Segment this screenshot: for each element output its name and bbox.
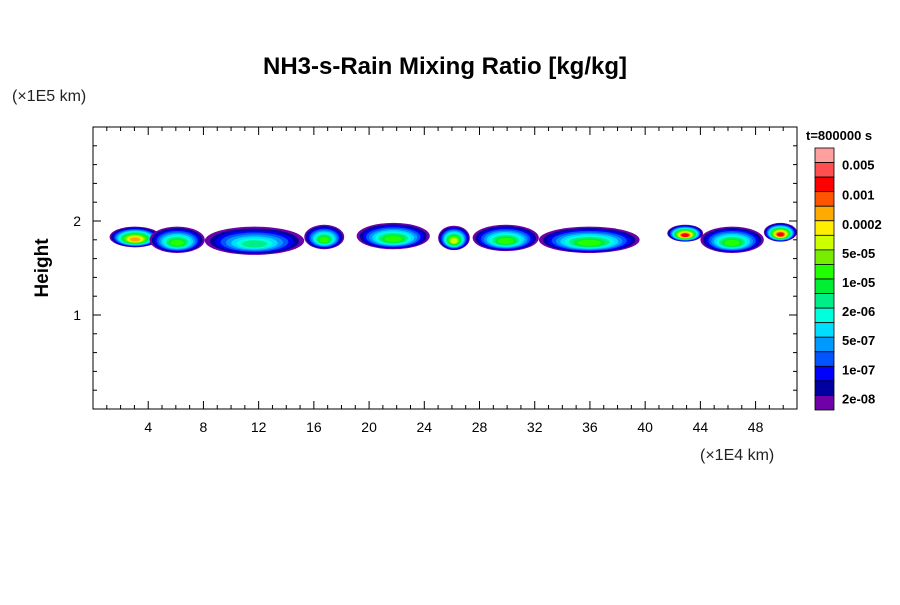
x-tick-label: 28 — [472, 419, 488, 435]
contour-level-8 — [577, 239, 602, 246]
x-tick-label: 20 — [361, 419, 377, 435]
x-tick-label: 40 — [637, 419, 653, 435]
colorbar-swatch — [814, 307, 835, 324]
colorbar-swatch — [814, 264, 835, 280]
time-label: t=800000 s — [806, 128, 872, 143]
contour-cell-2 — [204, 226, 305, 255]
colorbar-label: 0.005 — [842, 158, 875, 173]
colorbar-swatch — [814, 336, 835, 353]
x-unit-label: (×1E4 km) — [700, 447, 774, 464]
colorbar-swatch — [814, 205, 835, 222]
contour-cell-0 — [109, 226, 161, 248]
colorbar-label: 0.0002 — [842, 217, 882, 232]
chart-title: NH3-s-Rain Mixing Ratio [kg/kg] — [263, 53, 627, 80]
colorbar-swatch — [814, 147, 835, 163]
colorbar-swatch — [814, 351, 835, 367]
contour-cell-3 — [304, 224, 345, 250]
x-tick-label: 4 — [144, 419, 152, 435]
y-tick-label: 2 — [73, 213, 81, 229]
colorbar-swatch — [814, 220, 835, 236]
colorbar-swatch — [814, 249, 835, 265]
y-unit-label: (×1E5 km) — [12, 88, 86, 105]
y-tick-label: 1 — [73, 307, 81, 323]
x-tick-label: 44 — [693, 419, 709, 435]
x-tick-label: 12 — [251, 419, 267, 435]
contour-level-2 — [777, 232, 784, 237]
colorbar-swatch — [814, 278, 835, 294]
contour-level-8 — [384, 235, 402, 243]
colorbar-swatch — [814, 162, 835, 178]
x-tick-label: 36 — [582, 419, 598, 435]
contour-cell-1 — [149, 226, 205, 253]
contour-level-6 — [450, 238, 458, 244]
colorbar-swatch — [814, 234, 835, 251]
plot-frame — [92, 126, 798, 410]
contour-level-10 — [241, 240, 268, 248]
x-tick-label: 8 — [200, 419, 208, 435]
y-axis-label: Height — [32, 238, 53, 298]
cells-group — [109, 222, 797, 255]
colorbar-label: 5e-05 — [842, 246, 875, 261]
colorbar-swatch — [814, 293, 835, 309]
x-tick-label: 48 — [748, 419, 764, 435]
colorbar-swatch — [814, 191, 835, 207]
contour-level-8 — [724, 239, 740, 246]
contour-cell-9 — [700, 226, 764, 253]
x-tick-label: 24 — [417, 419, 433, 435]
contour-cell-5 — [438, 225, 470, 251]
colorbar-swatch — [814, 322, 835, 338]
contour-cells — [109, 222, 797, 255]
contour-level-8 — [319, 236, 329, 243]
contour-cell-6 — [472, 224, 539, 252]
x-tick-label: 16 — [306, 419, 322, 435]
colorbar-swatch — [814, 176, 835, 193]
contour-level-2 — [681, 233, 689, 237]
contour-cell-7 — [538, 226, 640, 253]
contour-cell-8 — [667, 224, 704, 242]
contour-level-4 — [129, 237, 141, 242]
x-tick-label: 32 — [527, 419, 543, 435]
colorbar-label: 1e-07 — [842, 362, 875, 377]
colorbar-label: 1e-05 — [842, 275, 875, 290]
colorbar-label: 2e-06 — [842, 304, 875, 319]
colorbar-swatch — [814, 365, 835, 382]
contour-level-8 — [497, 237, 514, 245]
colorbar-label: 2e-08 — [842, 391, 875, 406]
colorbar-label: 5e-07 — [842, 333, 875, 348]
colorbar-label: 0.001 — [842, 188, 875, 203]
contour-level-8 — [170, 239, 184, 246]
colorbar-swatch — [814, 380, 835, 396]
colorbar: 0.005 0.001 0.0002 5e-05 1e-05 2e-06 5e-07 1e-0… — [814, 147, 882, 411]
contour-cell-10 — [763, 222, 797, 242]
contour-cell-4 — [356, 222, 430, 250]
colorbar-swatch — [814, 395, 835, 411]
